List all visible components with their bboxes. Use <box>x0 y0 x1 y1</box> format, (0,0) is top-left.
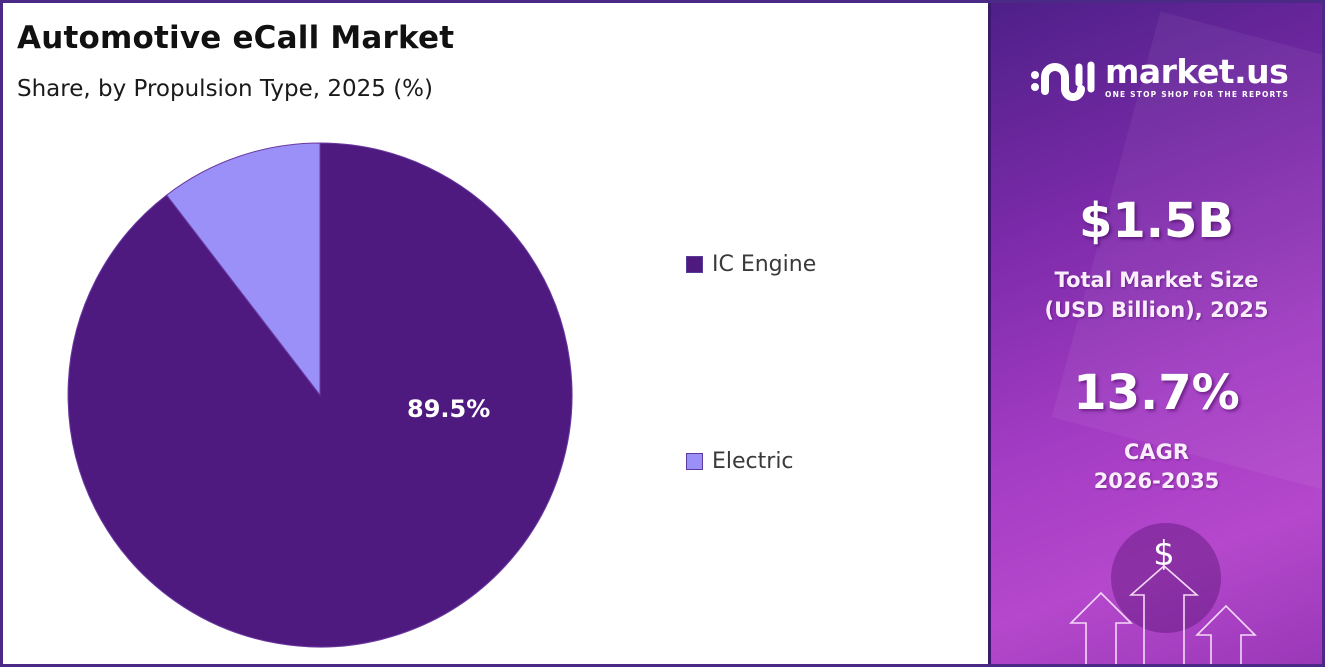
pie-slice-electric <box>165 142 321 397</box>
pie-data-label-ic-engine: 89.5% <box>407 395 491 423</box>
background-circle <box>1111 523 1221 633</box>
market-size-caption-line1: Total Market Size <box>1054 268 1259 292</box>
cagr-caption-line2: 2026-2035 <box>1093 469 1220 493</box>
logo-name: market.us <box>1105 52 1289 91</box>
growth-arrows-icon: $ <box>1069 534 1257 664</box>
cagr-caption-line1: CAGR <box>1123 440 1190 464</box>
pie-chart <box>67 142 573 648</box>
chart-panel: Automotive eCall Market Share, by Propul… <box>3 3 986 664</box>
logo-tagline: ONE STOP SHOP FOR THE REPORTS <box>1105 90 1290 99</box>
legend-item-ic-engine: IC Engine <box>686 252 816 277</box>
legend-swatch-ic-engine <box>686 256 703 273</box>
legend-label: IC Engine <box>712 252 817 277</box>
legend-label: Electric <box>712 449 794 474</box>
logo-mark-icon <box>1031 61 1095 101</box>
legend-item-electric: Electric <box>686 449 794 474</box>
summary-sidebar: market.us ONE STOP SHOP FOR THE REPORTS … <box>988 3 1322 664</box>
market-size-value: $1.5B <box>1078 193 1234 249</box>
cagr-value: 13.7% <box>1073 365 1240 421</box>
market-us-logo: market.us ONE STOP SHOP FOR THE REPORTS <box>1029 55 1289 101</box>
dollar-icon: $ <box>1153 534 1175 574</box>
chart-subtitle: Share, by Propulsion Type, 2025 (%) <box>17 76 433 102</box>
chart-title: Automotive eCall Market <box>17 20 455 56</box>
market-size-caption-line2: (USD Billion), 2025 <box>1044 298 1269 322</box>
legend-swatch-electric <box>686 453 703 470</box>
